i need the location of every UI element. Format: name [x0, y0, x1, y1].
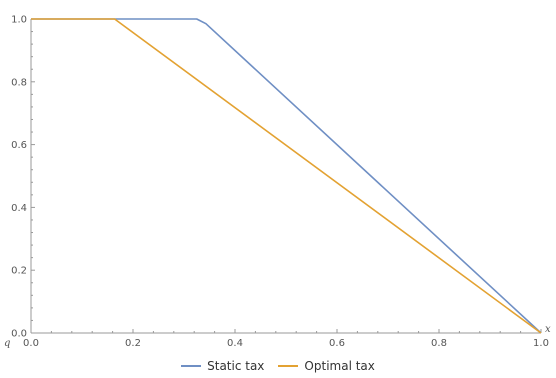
series-line-static-tax	[31, 18, 542, 334]
x-tick-label: 0.6	[329, 338, 345, 349]
legend-swatch-static	[181, 365, 202, 367]
legend-item-static: Static tax	[181, 359, 264, 373]
legend-item-optimal: Optimal tax	[278, 359, 375, 373]
legend-label-optimal: Optimal tax	[304, 359, 375, 373]
series-group	[31, 18, 542, 334]
x-tick-label: 0.4	[227, 338, 243, 349]
y-tick-label: 0.2	[11, 266, 27, 277]
legend-label-static: Static tax	[207, 359, 265, 373]
y-tick-label: 0.6	[11, 140, 27, 151]
axes: 0.0 0.2 0.4 0.6 0.8 1.0 0.0 0.2 0.4 0.6 0.8 1.0 x q	[4, 15, 551, 350]
y-tick-label: 0.0	[11, 329, 27, 340]
legend-swatch-optimal	[278, 365, 299, 367]
x-tick-label: 0.2	[125, 338, 141, 349]
series-line-optimal-tax	[31, 18, 542, 334]
x-axis-label: x	[545, 324, 551, 335]
y-tick-label: 1.0	[11, 15, 27, 26]
legend: Static tax Optimal tax	[0, 356, 556, 376]
y-axis-label: q	[4, 338, 10, 349]
chart: 0.0 0.2 0.4 0.6 0.8 1.0 0.0 0.2 0.4 0.6 0.8 1.0 x q	[4, 15, 551, 350]
y-tick-label: 0.4	[11, 203, 27, 214]
x-tick-label: 0.0	[23, 338, 39, 349]
x-tick-label: 0.8	[431, 338, 447, 349]
x-tick-label: 1.0	[533, 338, 549, 349]
y-tick-label: 0.8	[11, 77, 27, 88]
